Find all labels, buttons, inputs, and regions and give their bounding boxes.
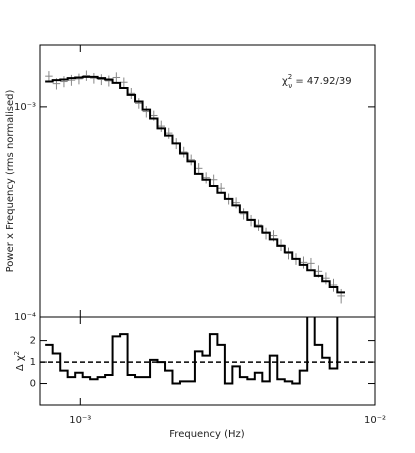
- plot-area: [40, 317, 375, 385]
- text: = 47.92/39: [292, 76, 351, 87]
- residual-line: [45, 317, 339, 385]
- y-axis-label: Power x Frequency (rms normalised): [5, 90, 16, 273]
- symbol: χ: [282, 76, 288, 87]
- x-tick-label: 10⁻²: [364, 415, 386, 426]
- residual-y-label: Δ χ2: [13, 351, 26, 371]
- plot-area: [45, 70, 345, 304]
- annotation: χ2 ν = 47.92/39: [282, 73, 352, 90]
- y-tick-label: 1: [30, 357, 36, 368]
- label: Δ χ: [15, 355, 26, 371]
- sup: 2: [288, 73, 292, 81]
- y-tick-label: 0: [30, 379, 36, 390]
- label-sup: 2: [13, 351, 21, 355]
- bottom-frame: [39, 316, 376, 406]
- model-line: [45, 75, 345, 294]
- sub: ν: [288, 82, 292, 90]
- x-tick-label: 10⁻³: [69, 415, 91, 426]
- x-axis-label: Frequency (Hz): [169, 429, 245, 440]
- y-tick-label: 10⁻⁴: [14, 312, 36, 323]
- y-tick-label: 2: [30, 336, 36, 347]
- y-tick-label: 10⁻³: [14, 102, 36, 113]
